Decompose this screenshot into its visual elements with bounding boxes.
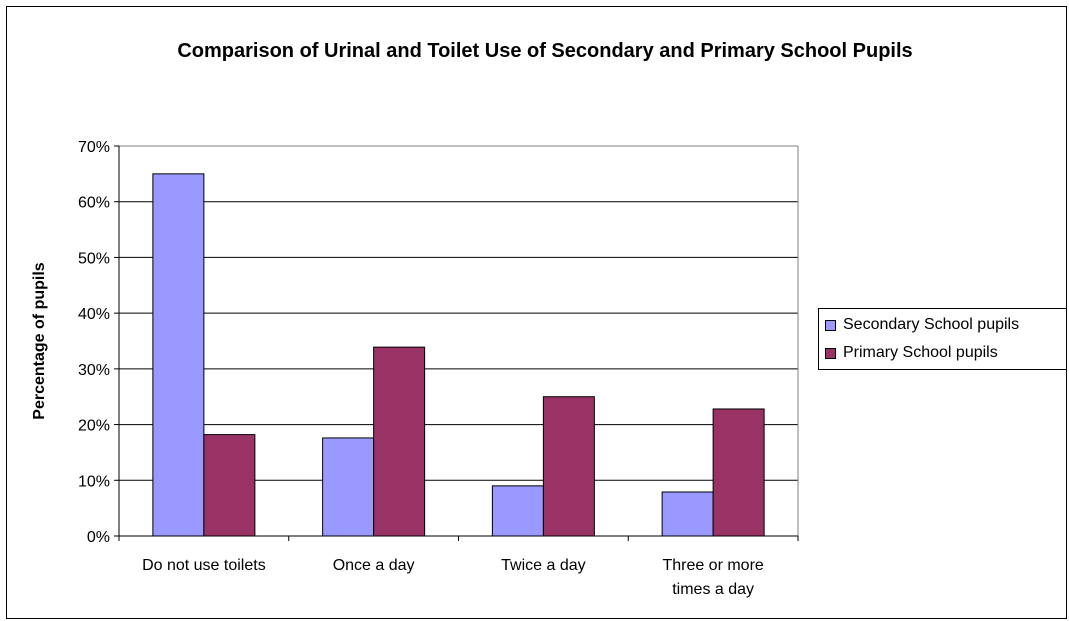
bar-secondary xyxy=(661,491,714,537)
bar-secondary xyxy=(491,485,544,537)
legend: Secondary School pupils Primary School p… xyxy=(818,308,1067,370)
y-tick-label: 20% xyxy=(78,418,110,435)
y-tick-label: 40% xyxy=(78,306,110,323)
bar-secondary xyxy=(322,437,375,537)
y-tick-label: 0% xyxy=(87,529,110,546)
bar-primary xyxy=(203,434,256,537)
axes: 0% 10% 20% 30% 40% 50% 60% 70% Do not use toilet… xyxy=(78,139,799,598)
y-tick-label: 70% xyxy=(78,139,110,156)
y-tick-label: 30% xyxy=(78,362,110,379)
legend-label-secondary: Secondary School pupils xyxy=(843,316,1020,333)
bar-primary xyxy=(542,396,595,537)
y-tick-label: 50% xyxy=(78,250,110,267)
legend-swatch-secondary xyxy=(825,319,836,331)
gridlines xyxy=(119,145,798,481)
x-tick-label: Three or more times a day xyxy=(662,557,763,598)
x-tick-label: Once a day xyxy=(333,557,415,574)
x-tick-label: Twice a day xyxy=(501,557,585,574)
x-tick-label: Do not use toilets xyxy=(142,557,266,574)
legend-item-primary: Primary School pupils xyxy=(825,342,998,364)
legend-item-secondary: Secondary School pupils xyxy=(825,314,1019,336)
legend-swatch-primary xyxy=(825,347,836,359)
y-axis-label: Percentage of pupils xyxy=(31,262,48,419)
y-tick-label: 10% xyxy=(78,473,110,490)
bar-primary xyxy=(712,408,765,537)
bar-secondary xyxy=(152,173,205,537)
bars xyxy=(152,173,765,537)
bar-primary xyxy=(373,346,426,537)
legend-label-primary: Primary School pupils xyxy=(843,344,998,361)
chart-title: Comparison of Urinal and Toilet Use of S… xyxy=(177,40,913,62)
y-tick-label: 60% xyxy=(78,195,110,212)
